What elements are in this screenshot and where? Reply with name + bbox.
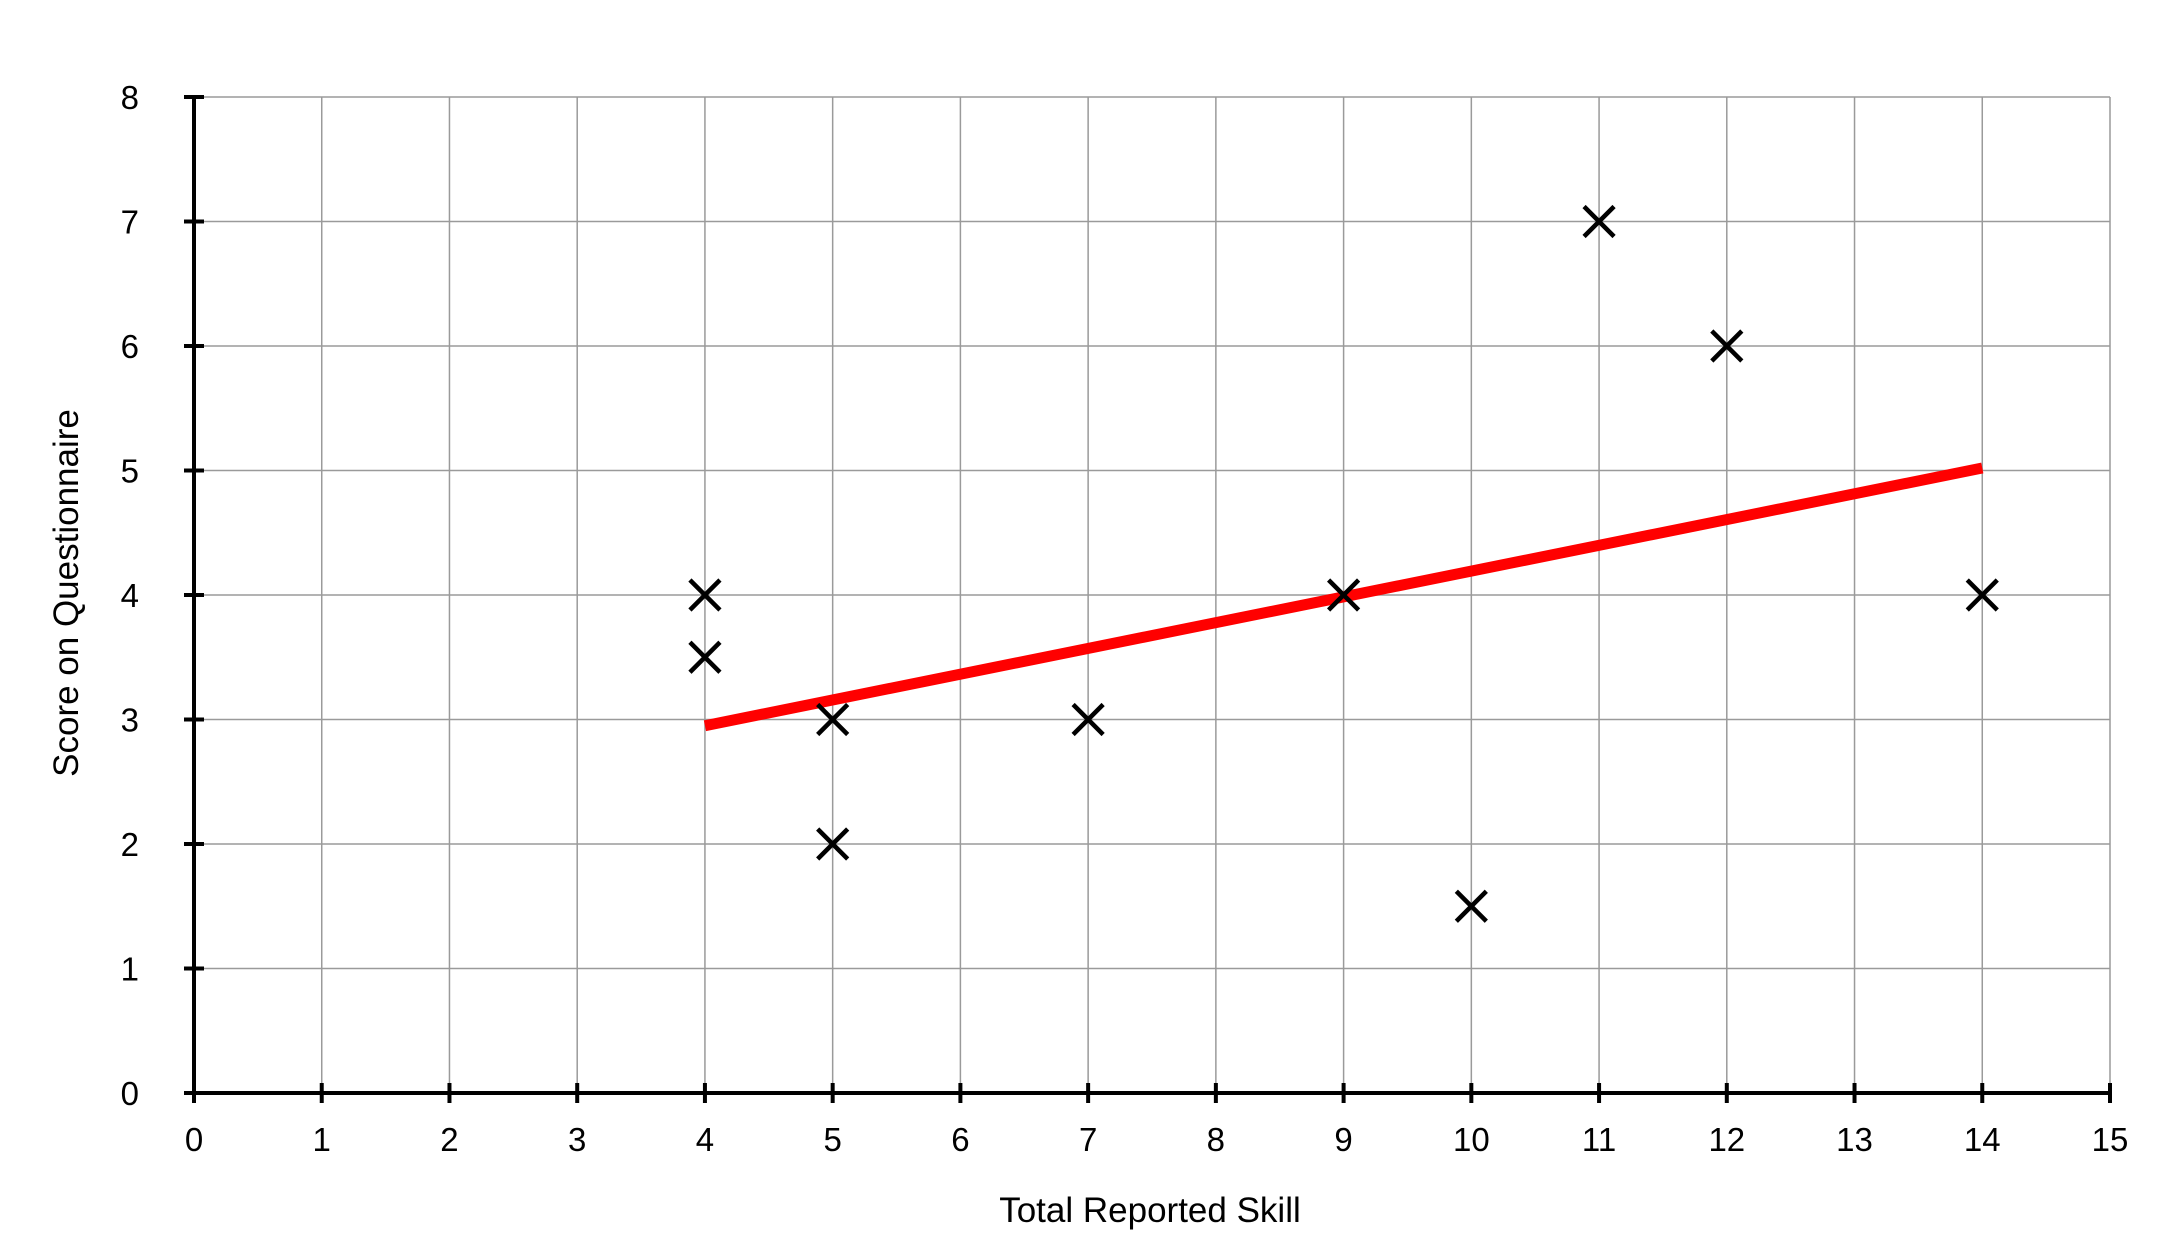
x-tick-label: 7 xyxy=(1079,1121,1097,1158)
x-tick-label: 11 xyxy=(1582,1121,1616,1158)
x-tick-label: 5 xyxy=(823,1121,841,1158)
x-tick-label: 13 xyxy=(1836,1121,1873,1158)
x-tick-label: 0 xyxy=(185,1121,203,1158)
data-point-marker xyxy=(816,827,850,861)
y-tick-label: 3 xyxy=(121,702,139,739)
data-point-marker xyxy=(688,578,722,612)
data-point-marker xyxy=(1454,889,1488,923)
data-point-marker xyxy=(816,702,850,737)
y-tick-label: 7 xyxy=(121,204,139,241)
x-tick-label: 4 xyxy=(696,1121,714,1158)
data-point-marker xyxy=(1071,702,1105,737)
x-tick-label: 14 xyxy=(1964,1121,2001,1158)
marker-stroke xyxy=(1454,889,1488,923)
data-point-marker xyxy=(1582,204,1616,239)
data-point-marker xyxy=(1327,578,1361,612)
data-points xyxy=(688,204,1999,923)
y-axis-ticks: 0 1 2 3 4 5 6 7 8 xyxy=(121,79,204,1112)
x-tick-label: 3 xyxy=(568,1121,586,1158)
marker-stroke xyxy=(1071,702,1105,737)
x-axis-ticks: 0 1 2 3 4 5 6 7 8 9 10 11 12 13 14 15 xyxy=(185,1083,2129,1158)
y-tick-label: 2 xyxy=(121,826,139,863)
x-tick-label: 8 xyxy=(1207,1121,1225,1158)
marker-stroke xyxy=(1710,329,1744,363)
x-tick-label: 9 xyxy=(1334,1121,1352,1158)
grid xyxy=(194,96,2111,1093)
marker-stroke xyxy=(1965,578,1999,612)
y-tick-label: 1 xyxy=(121,951,139,988)
x-tick-label: 1 xyxy=(313,1121,331,1158)
x-tick-label: 15 xyxy=(2092,1121,2129,1158)
data-point-marker xyxy=(688,640,722,674)
y-tick-label: 0 xyxy=(121,1075,139,1112)
x-axis-title: Total Reported Skill xyxy=(999,1191,1301,1230)
y-tick-label: 8 xyxy=(121,79,139,116)
data-point-marker xyxy=(1965,578,1999,612)
marker-stroke xyxy=(816,702,850,737)
y-tick-label: 5 xyxy=(121,453,139,490)
x-tick-label: 6 xyxy=(951,1121,969,1158)
marker-stroke xyxy=(688,640,722,674)
y-axis-title: Score on Questionnaire xyxy=(47,409,86,777)
marker-stroke xyxy=(688,578,722,612)
x-tick-label: 12 xyxy=(1708,1121,1745,1158)
y-tick-label: 6 xyxy=(121,328,139,365)
marker-stroke xyxy=(1327,578,1361,612)
data-point-marker xyxy=(1710,329,1744,363)
x-tick-label: 10 xyxy=(1453,1121,1490,1158)
y-tick-label: 4 xyxy=(121,577,139,614)
x-tick-label: 2 xyxy=(440,1121,458,1158)
marker-stroke xyxy=(1582,204,1616,239)
marker-stroke xyxy=(816,827,850,861)
